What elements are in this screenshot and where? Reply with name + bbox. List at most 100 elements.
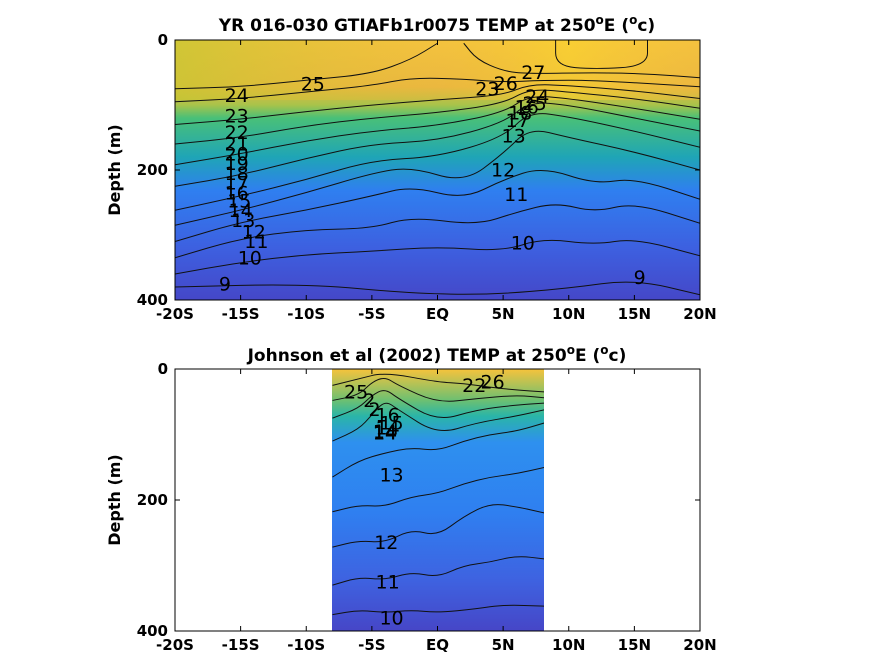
contour-line-27 — [555, 40, 648, 69]
contour-line-14 — [175, 113, 700, 211]
contours-top — [175, 40, 700, 296]
contour-label: 21 — [225, 134, 249, 156]
contour-label: 18 — [225, 163, 249, 185]
contour-label: 25 — [523, 93, 547, 115]
contour-line-13 — [332, 466, 544, 513]
contour-label: 19 — [225, 153, 249, 175]
contour-label: 14 — [229, 200, 253, 222]
x-tick-label: -20S — [156, 305, 194, 323]
heatmap-warm-layer-top — [175, 40, 700, 100]
contour-line-24 — [175, 77, 700, 103]
contour-line-12 — [332, 504, 544, 548]
contour-line-24 — [332, 377, 544, 402]
contour-line-22 — [175, 84, 700, 125]
contour-label: 12 — [242, 221, 266, 243]
panel-top: YR 016-030 GTIAFb1r0075 TEMP at 250oE (o… — [105, 13, 717, 323]
y-tick-label: 200 — [137, 161, 168, 179]
contour-label: 14 — [373, 423, 397, 445]
contour-label: 25 — [344, 381, 368, 403]
y-tick-label: 400 — [137, 622, 168, 640]
contour-label: 20 — [225, 143, 249, 165]
x-tick-label: 15N — [618, 636, 651, 654]
panel-bottom: Johnson et al (2002) TEMP at 250oE (oc) … — [105, 343, 717, 654]
x-axis-bottom: -20S -15S -10S -5S EQ 5N 10N 15N 20N — [156, 369, 717, 654]
contour-label: 15 — [379, 412, 403, 434]
contour-label: 18 — [508, 102, 532, 124]
x-tick-label: 5N — [492, 305, 515, 323]
contour-line-20 — [175, 89, 700, 145]
x-tick-label: 15N — [618, 305, 651, 323]
contour-line-26 — [463, 42, 700, 79]
contour-label: 24 — [525, 86, 549, 108]
contour-label: 11 — [504, 184, 528, 206]
ylabel-top: Depth (m) — [105, 124, 124, 216]
x-tick-label: -20S — [156, 636, 194, 654]
contour-line-16 — [175, 102, 700, 187]
contour-label: 16 — [225, 182, 249, 204]
contour-label: 17 — [225, 173, 249, 195]
x-tick-label: -15S — [222, 636, 260, 654]
y-tick-label: 0 — [158, 31, 168, 49]
contour-label: 14 — [373, 423, 397, 445]
contour-label: 25 — [301, 74, 325, 96]
x-tick-label: EQ — [426, 305, 449, 323]
x-tick-label: -10S — [287, 636, 325, 654]
contour-label: 13 — [502, 126, 526, 148]
contour-label: 14 — [373, 423, 397, 445]
contour-label: 12 — [374, 532, 398, 554]
contour-label: 12 — [491, 160, 515, 182]
contour-label: 16 — [376, 404, 400, 426]
contour-line-10 — [332, 604, 544, 616]
y-tick-label: 200 — [137, 491, 168, 509]
contour-label: 23 — [475, 78, 499, 100]
contour-label: 10 — [511, 232, 535, 254]
contour-label: 14 — [373, 421, 397, 443]
heatmap-field-bottom — [332, 369, 544, 631]
contour-label: 2 — [368, 399, 380, 421]
contour-label: 24 — [225, 85, 249, 107]
x-tick-label: 10N — [552, 636, 585, 654]
contour-label: 22 — [462, 375, 486, 397]
x-tick-label: -5S — [358, 305, 385, 323]
contour-line-20 — [332, 390, 544, 419]
contour-label: 9 — [634, 267, 646, 289]
contour-label: 16 — [515, 96, 539, 118]
contours-bottom — [332, 373, 544, 616]
contour-label: 9 — [219, 273, 231, 295]
contour-label: 10 — [238, 247, 262, 269]
y-tick-label: 0 — [158, 360, 168, 378]
contour-label: 11 — [244, 231, 268, 253]
y-tick-label: 400 — [137, 291, 168, 309]
contour-line-18 — [175, 96, 700, 166]
x-tick-label: 5N — [492, 636, 515, 654]
contour-line-12 — [175, 170, 700, 242]
title-top: YR 016-030 GTIAFb1r0075 TEMP at 250oE (o… — [218, 13, 655, 36]
contour-label: 10 — [379, 607, 403, 629]
x-tick-label: 20N — [683, 305, 716, 323]
contour-line-16 — [332, 402, 544, 442]
contour-label: 13 — [379, 465, 403, 487]
y-axis-bottom: 0 200 400 — [137, 360, 700, 640]
contour-label: 15 — [227, 191, 251, 213]
ylabel-bottom: Depth (m) — [105, 454, 124, 546]
x-tick-label: EQ — [426, 636, 449, 654]
x-axis-top: -20S -15S -10S -5S EQ 5N 10N 15N 20N — [156, 40, 717, 323]
x-tick-label: -5S — [358, 636, 385, 654]
contour-line-14 — [332, 422, 544, 478]
y-axis-top: 0 200 400 — [137, 31, 700, 309]
contour-line-13 — [175, 130, 700, 226]
contour-line-25 — [175, 42, 438, 90]
x-tick-label: -15S — [222, 305, 260, 323]
x-tick-label: 10N — [552, 305, 585, 323]
contour-label: 14 — [376, 418, 400, 440]
contour-label: 26 — [494, 73, 518, 95]
contour-label: 17 — [505, 110, 529, 132]
contour-label: 11 — [376, 571, 400, 593]
contour-label: 23 — [225, 106, 249, 128]
contour-line-11 — [332, 556, 544, 586]
title-bottom: Johnson et al (2002) TEMP at 250oE (oc) — [247, 343, 627, 366]
contour-label: 27 — [521, 62, 545, 84]
